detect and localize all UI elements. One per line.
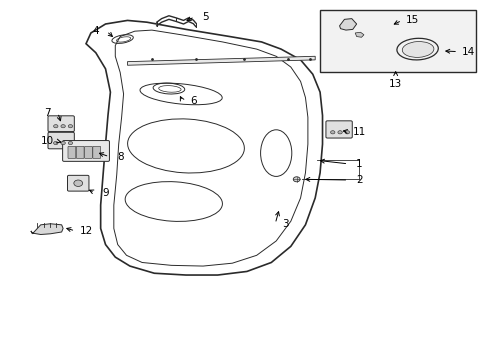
Text: 3: 3 [282, 219, 289, 229]
Ellipse shape [345, 131, 349, 134]
Text: 15: 15 [405, 15, 419, 26]
FancyBboxPatch shape [325, 121, 351, 138]
FancyBboxPatch shape [62, 140, 109, 161]
Text: 7: 7 [43, 108, 50, 118]
Ellipse shape [402, 41, 433, 57]
Ellipse shape [74, 180, 82, 186]
Polygon shape [354, 32, 363, 37]
Text: 11: 11 [352, 127, 365, 136]
FancyBboxPatch shape [48, 132, 74, 149]
Ellipse shape [68, 141, 73, 145]
Text: 4: 4 [92, 26, 99, 36]
Text: 5: 5 [202, 12, 208, 22]
Text: 6: 6 [190, 96, 196, 106]
Bar [320, 10, 475, 72]
FancyBboxPatch shape [48, 116, 74, 132]
Ellipse shape [61, 141, 65, 145]
Polygon shape [31, 224, 63, 234]
FancyBboxPatch shape [84, 146, 92, 158]
FancyBboxPatch shape [93, 146, 101, 158]
Ellipse shape [54, 141, 58, 145]
Text: 12: 12 [79, 226, 92, 236]
Polygon shape [339, 19, 356, 30]
Ellipse shape [54, 125, 58, 128]
Ellipse shape [330, 131, 334, 134]
Ellipse shape [68, 125, 73, 128]
FancyBboxPatch shape [76, 146, 84, 158]
Text: 1: 1 [355, 159, 362, 169]
Ellipse shape [293, 177, 300, 182]
Text: 9: 9 [102, 188, 109, 198]
Text: 2: 2 [355, 175, 362, 185]
Text: 14: 14 [461, 46, 474, 57]
Text: 8: 8 [117, 152, 123, 162]
Ellipse shape [61, 125, 65, 128]
Text: 10: 10 [41, 136, 54, 146]
Polygon shape [127, 56, 315, 65]
FancyBboxPatch shape [67, 175, 89, 191]
Text: 13: 13 [388, 79, 402, 89]
Ellipse shape [337, 131, 342, 134]
FancyBboxPatch shape [68, 146, 76, 158]
